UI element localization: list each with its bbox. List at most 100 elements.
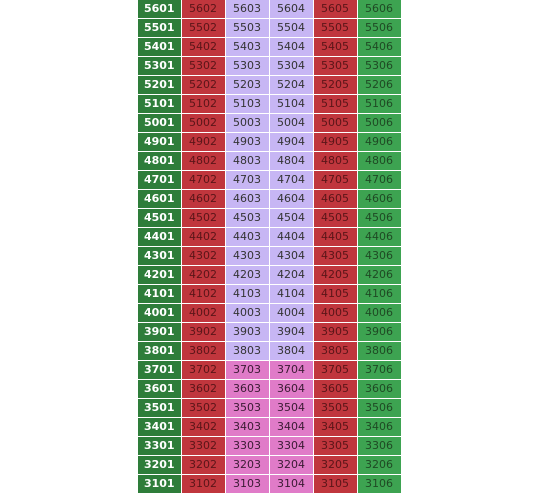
unit-cell-pink[interactable]: 3403: [225, 417, 270, 437]
unit-cell-red[interactable]: 4602: [181, 189, 226, 209]
unit-cell-pink[interactable]: 3104: [269, 474, 314, 494]
unit-cell-red[interactable]: 5002: [181, 113, 226, 133]
unit-cell-red[interactable]: 4305: [313, 246, 358, 266]
unit-cell-lavender[interactable]: 4503: [225, 208, 270, 228]
unit-cell-red[interactable]: 4905: [313, 132, 358, 152]
unit-cell-red[interactable]: 4505: [313, 208, 358, 228]
unit-cell-pink[interactable]: 3204: [269, 455, 314, 475]
unit-cell-green[interactable]: 5606: [357, 0, 402, 19]
unit-cell-red[interactable]: 3402: [181, 417, 226, 437]
unit-cell-lavender[interactable]: 4603: [225, 189, 270, 209]
floor-label-cell[interactable]: 4101: [138, 284, 182, 304]
unit-cell-lavender[interactable]: 5104: [269, 94, 314, 114]
unit-cell-lavender[interactable]: 4204: [269, 265, 314, 285]
floor-label-cell[interactable]: 4401: [138, 227, 182, 247]
unit-cell-pink[interactable]: 3503: [225, 398, 270, 418]
unit-cell-pink[interactable]: 3704: [269, 360, 314, 380]
unit-cell-green[interactable]: 4206: [357, 265, 402, 285]
unit-cell-lavender[interactable]: 4104: [269, 284, 314, 304]
unit-cell-red[interactable]: 5602: [181, 0, 226, 19]
unit-cell-red[interactable]: 3902: [181, 322, 226, 342]
unit-cell-lavender[interactable]: 3804: [269, 341, 314, 361]
unit-cell-red[interactable]: 4605: [313, 189, 358, 209]
unit-cell-green[interactable]: 4906: [357, 132, 402, 152]
unit-cell-lavender[interactable]: 5103: [225, 94, 270, 114]
unit-cell-pink[interactable]: 3703: [225, 360, 270, 380]
unit-cell-red[interactable]: 5605: [313, 0, 358, 19]
unit-cell-red[interactable]: 5502: [181, 18, 226, 38]
unit-cell-lavender[interactable]: 3903: [225, 322, 270, 342]
unit-cell-green[interactable]: 5006: [357, 113, 402, 133]
unit-cell-lavender[interactable]: 4004: [269, 303, 314, 323]
unit-cell-lavender[interactable]: 4003: [225, 303, 270, 323]
unit-cell-red[interactable]: 5202: [181, 75, 226, 95]
floor-label-cell[interactable]: 3301: [138, 436, 182, 456]
unit-cell-lavender[interactable]: 4304: [269, 246, 314, 266]
unit-cell-green[interactable]: 3406: [357, 417, 402, 437]
unit-cell-green[interactable]: 4606: [357, 189, 402, 209]
unit-cell-red[interactable]: 4002: [181, 303, 226, 323]
unit-cell-red[interactable]: 3705: [313, 360, 358, 380]
unit-cell-lavender[interactable]: 5203: [225, 75, 270, 95]
unit-cell-red[interactable]: 5302: [181, 56, 226, 76]
floor-label-cell[interactable]: 5101: [138, 94, 182, 114]
unit-cell-lavender[interactable]: 4803: [225, 151, 270, 171]
unit-cell-red[interactable]: 4105: [313, 284, 358, 304]
unit-cell-lavender[interactable]: 4303: [225, 246, 270, 266]
unit-cell-red[interactable]: 3305: [313, 436, 358, 456]
unit-cell-lavender[interactable]: 4904: [269, 132, 314, 152]
floor-label-cell[interactable]: 3501: [138, 398, 182, 418]
unit-cell-red[interactable]: 3105: [313, 474, 358, 494]
unit-cell-lavender[interactable]: 4103: [225, 284, 270, 304]
unit-cell-red[interactable]: 4705: [313, 170, 358, 190]
unit-cell-red[interactable]: 3202: [181, 455, 226, 475]
floor-label-cell[interactable]: 5001: [138, 113, 182, 133]
unit-cell-green[interactable]: 3806: [357, 341, 402, 361]
unit-cell-red[interactable]: 3802: [181, 341, 226, 361]
unit-cell-red[interactable]: 3302: [181, 436, 226, 456]
unit-cell-green[interactable]: 4506: [357, 208, 402, 228]
unit-cell-red[interactable]: 4802: [181, 151, 226, 171]
floor-label-cell[interactable]: 3401: [138, 417, 182, 437]
unit-cell-red[interactable]: 3505: [313, 398, 358, 418]
unit-cell-lavender[interactable]: 4504: [269, 208, 314, 228]
unit-cell-green[interactable]: 4306: [357, 246, 402, 266]
floor-label-cell[interactable]: 4001: [138, 303, 182, 323]
unit-cell-green[interactable]: 4106: [357, 284, 402, 304]
unit-cell-pink[interactable]: 3304: [269, 436, 314, 456]
unit-cell-red[interactable]: 5405: [313, 37, 358, 57]
floor-label-cell[interactable]: 4601: [138, 189, 182, 209]
unit-cell-red[interactable]: 3405: [313, 417, 358, 437]
unit-cell-red[interactable]: 4102: [181, 284, 226, 304]
unit-cell-green[interactable]: 5206: [357, 75, 402, 95]
unit-cell-lavender[interactable]: 4804: [269, 151, 314, 171]
unit-cell-red[interactable]: 3605: [313, 379, 358, 399]
unit-cell-red[interactable]: 3805: [313, 341, 358, 361]
unit-cell-red[interactable]: 3702: [181, 360, 226, 380]
unit-cell-red[interactable]: 4205: [313, 265, 358, 285]
unit-cell-pink[interactable]: 3103: [225, 474, 270, 494]
unit-cell-red[interactable]: 3602: [181, 379, 226, 399]
unit-cell-green[interactable]: 3706: [357, 360, 402, 380]
unit-cell-red[interactable]: 5305: [313, 56, 358, 76]
unit-cell-green[interactable]: 4706: [357, 170, 402, 190]
unit-cell-red[interactable]: 5105: [313, 94, 358, 114]
unit-cell-pink[interactable]: 3404: [269, 417, 314, 437]
unit-cell-green[interactable]: 5106: [357, 94, 402, 114]
unit-cell-red[interactable]: 4902: [181, 132, 226, 152]
unit-cell-red[interactable]: 5505: [313, 18, 358, 38]
unit-cell-lavender[interactable]: 5304: [269, 56, 314, 76]
unit-cell-green[interactable]: 5506: [357, 18, 402, 38]
floor-label-cell[interactable]: 4501: [138, 208, 182, 228]
unit-cell-red[interactable]: 3102: [181, 474, 226, 494]
floor-label-cell[interactable]: 3901: [138, 322, 182, 342]
floor-label-cell[interactable]: 4301: [138, 246, 182, 266]
unit-cell-red[interactable]: 4702: [181, 170, 226, 190]
unit-cell-pink[interactable]: 3603: [225, 379, 270, 399]
floor-label-cell[interactable]: 5201: [138, 75, 182, 95]
unit-cell-green[interactable]: 3906: [357, 322, 402, 342]
unit-cell-lavender[interactable]: 4604: [269, 189, 314, 209]
unit-cell-lavender[interactable]: 5603: [225, 0, 270, 19]
floor-label-cell[interactable]: 3601: [138, 379, 182, 399]
unit-cell-red[interactable]: 5205: [313, 75, 358, 95]
